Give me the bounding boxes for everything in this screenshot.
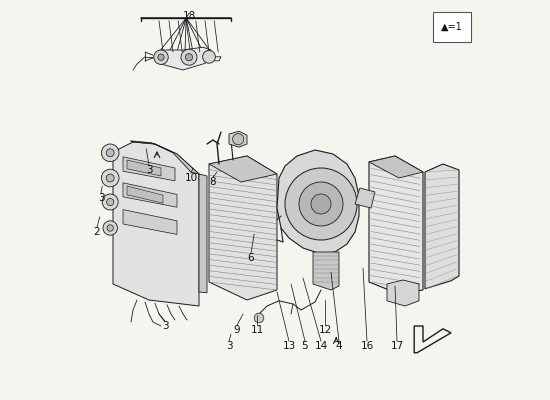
- Polygon shape: [127, 186, 163, 203]
- Circle shape: [107, 198, 114, 206]
- Circle shape: [107, 225, 113, 231]
- Text: 3: 3: [162, 321, 168, 331]
- Circle shape: [102, 194, 118, 210]
- Circle shape: [101, 169, 119, 187]
- Circle shape: [101, 144, 119, 162]
- Circle shape: [106, 174, 114, 182]
- Polygon shape: [130, 141, 199, 174]
- Text: 4: 4: [336, 341, 342, 351]
- Circle shape: [185, 54, 192, 61]
- Circle shape: [285, 168, 357, 240]
- Text: 2: 2: [94, 227, 100, 237]
- Text: 16: 16: [360, 341, 373, 351]
- Polygon shape: [123, 183, 177, 207]
- Circle shape: [158, 54, 164, 60]
- Polygon shape: [229, 131, 247, 147]
- Circle shape: [106, 149, 114, 157]
- Text: 11: 11: [250, 325, 263, 335]
- Text: 9: 9: [234, 325, 240, 335]
- Text: 13: 13: [282, 341, 296, 351]
- Text: ▲=1: ▲=1: [441, 22, 463, 32]
- Polygon shape: [161, 47, 211, 70]
- Polygon shape: [369, 156, 423, 178]
- Circle shape: [311, 194, 331, 214]
- Polygon shape: [113, 142, 199, 306]
- Text: 14: 14: [315, 341, 328, 351]
- Polygon shape: [209, 156, 277, 182]
- Bar: [433, 12, 471, 42]
- Circle shape: [202, 50, 216, 63]
- Polygon shape: [127, 160, 161, 176]
- Circle shape: [154, 50, 168, 64]
- Polygon shape: [355, 188, 375, 208]
- Polygon shape: [209, 156, 277, 300]
- Text: 17: 17: [390, 341, 404, 351]
- Circle shape: [254, 313, 264, 323]
- Text: 5: 5: [302, 341, 309, 351]
- Text: 3: 3: [146, 165, 152, 175]
- Polygon shape: [277, 150, 359, 254]
- Circle shape: [233, 134, 244, 145]
- Polygon shape: [425, 164, 459, 289]
- Text: 8: 8: [210, 177, 216, 187]
- Text: 3: 3: [98, 193, 104, 203]
- Circle shape: [103, 221, 117, 235]
- Circle shape: [181, 49, 197, 65]
- Polygon shape: [313, 252, 339, 290]
- Text: 12: 12: [318, 325, 332, 335]
- Text: 18: 18: [183, 11, 196, 21]
- Circle shape: [299, 182, 343, 226]
- Polygon shape: [123, 210, 177, 234]
- Text: 6: 6: [248, 253, 254, 263]
- Polygon shape: [199, 174, 207, 293]
- Polygon shape: [387, 280, 419, 306]
- Text: 3: 3: [226, 341, 232, 351]
- Polygon shape: [414, 326, 451, 353]
- Text: 10: 10: [184, 173, 197, 183]
- Polygon shape: [123, 157, 175, 181]
- Polygon shape: [369, 156, 423, 294]
